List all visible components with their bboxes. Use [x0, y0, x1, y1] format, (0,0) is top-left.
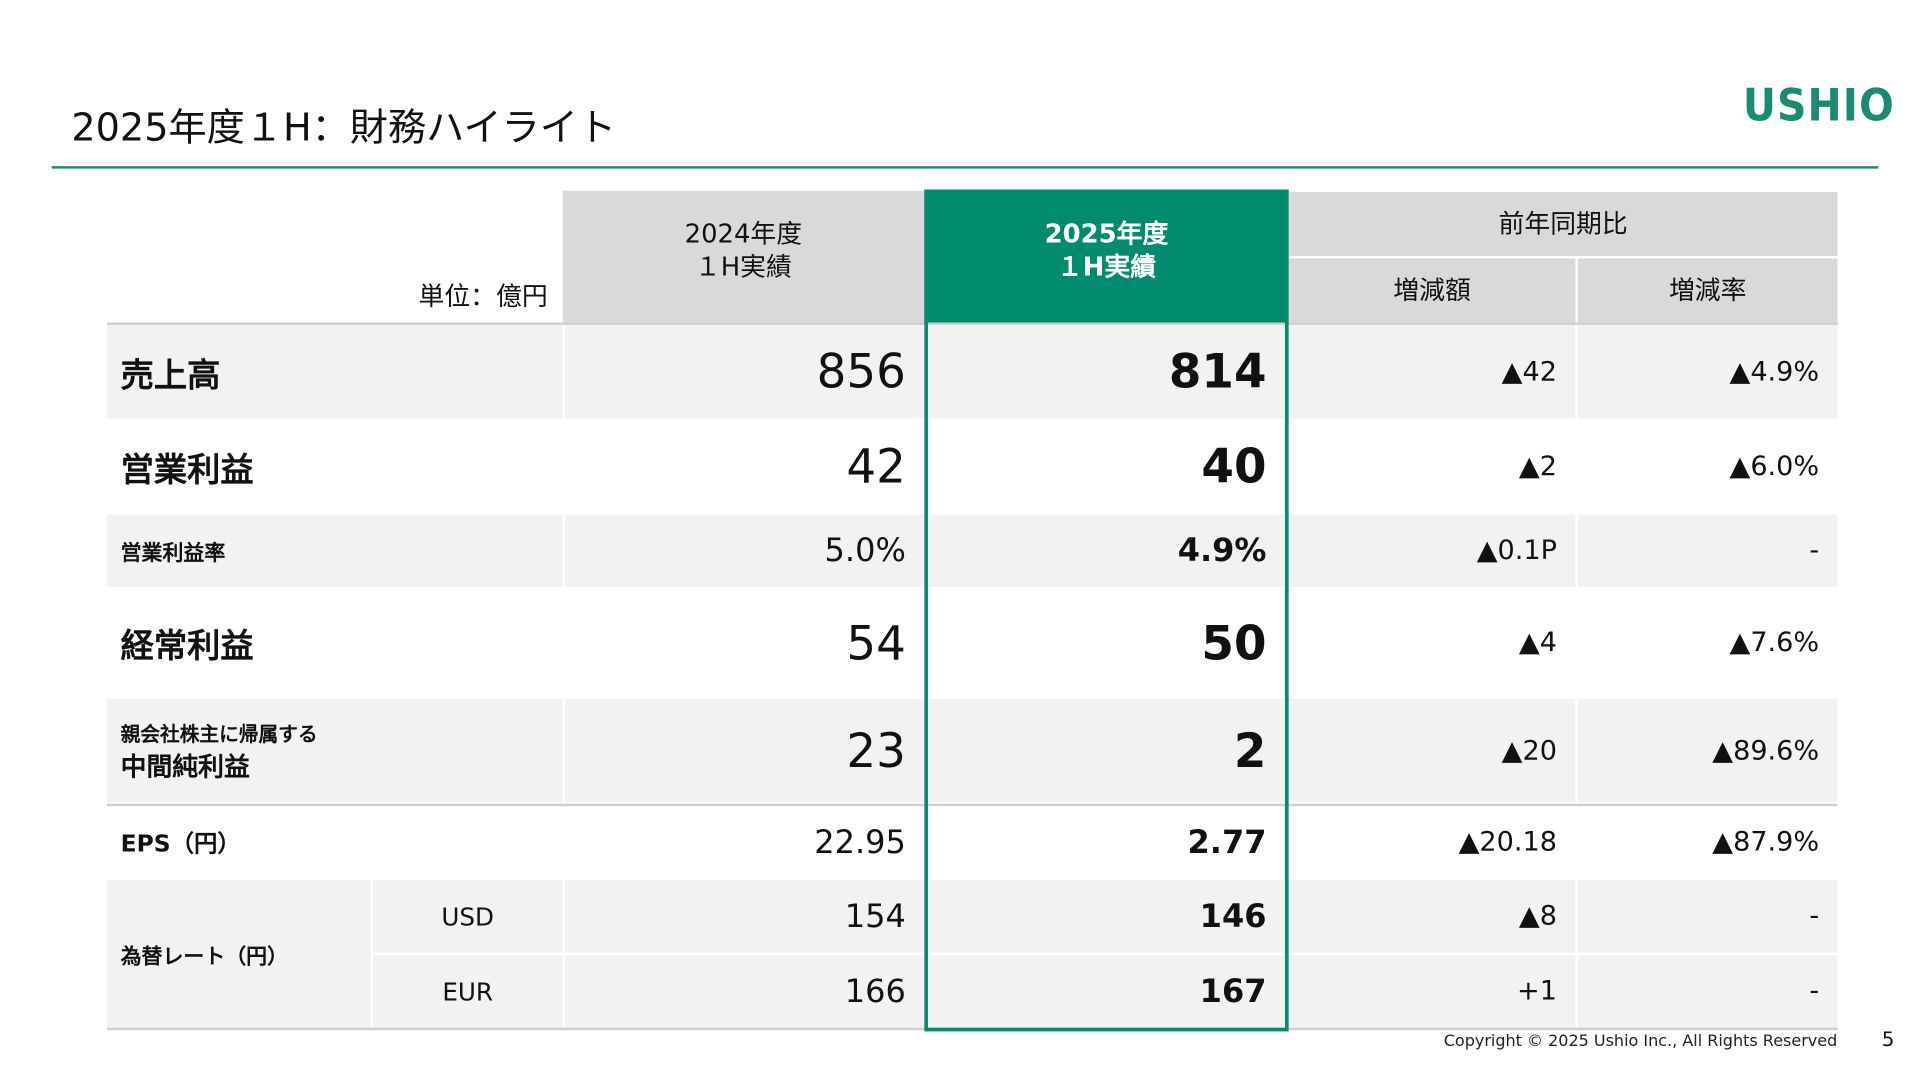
header-curr: 2025年度 １H実績 — [924, 189, 1289, 324]
value-prev: 23 — [564, 699, 925, 803]
row-label-main: 中間純利益 — [120, 752, 250, 782]
value-prev: 22.95 — [814, 824, 906, 861]
value-rate: - — [1577, 880, 1838, 953]
fx-label: 為替レート（円） — [107, 880, 371, 1028]
value-prev: 856 — [564, 324, 925, 419]
fx-currency: EUR — [372, 955, 563, 1028]
value-diff: ▲20.18 — [1458, 827, 1557, 858]
row-label: 経常利益 — [120, 627, 254, 666]
row-label-sub: 親会社株主に帰属する — [120, 722, 318, 746]
value-curr: 146 — [928, 880, 1285, 953]
page-title: 2025年度１H：財務ハイライト — [71, 105, 617, 151]
copyright: Copyright © 2025 Ushio Inc., All Rights … — [1443, 1032, 1838, 1052]
row-label: 営業利益率 — [107, 514, 563, 588]
value-curr: 4.9% — [928, 514, 1285, 588]
row-label: 営業利益 — [120, 451, 254, 490]
value-prev: 54 — [846, 616, 906, 671]
value-rate: ▲89.6% — [1577, 699, 1838, 803]
value-curr: 814 — [928, 324, 1285, 419]
value-prev: 166 — [564, 955, 925, 1028]
value-rate: - — [1577, 955, 1838, 1028]
value-diff: ▲0.1P — [1288, 514, 1576, 588]
header-rate: 増減率 — [1577, 258, 1838, 324]
value-diff: ▲8 — [1288, 880, 1576, 953]
title-divider — [51, 166, 1879, 169]
value-curr: 2.77 — [1187, 824, 1267, 861]
value-curr: 2 — [928, 699, 1285, 803]
header-border — [107, 322, 1838, 325]
value-diff: ▲42 — [1288, 324, 1576, 419]
value-prev: 42 — [846, 439, 906, 494]
value-curr: 50 — [1201, 616, 1267, 671]
value-rate: - — [1577, 514, 1838, 588]
header-prev: 2024年度 １H実績 — [562, 190, 925, 324]
value-curr: 167 — [928, 955, 1285, 1028]
row-label: 親会社株主に帰属する中間純利益 — [107, 699, 563, 803]
value-diff: ▲4 — [1518, 627, 1557, 659]
row-border — [107, 803, 1838, 807]
value-diff: +1 — [1288, 955, 1576, 1028]
value-prev: 154 — [564, 880, 925, 953]
value-rate: ▲87.9% — [1712, 827, 1820, 858]
header-yoy: 前年同期比 — [1288, 192, 1838, 257]
row-label: EPS（円） — [120, 830, 241, 858]
value-rate: ▲7.6% — [1729, 627, 1820, 659]
unit-label: 単位：億円 — [418, 281, 548, 312]
table-bottom-border — [107, 1027, 1838, 1031]
header-diff: 増減額 — [1288, 258, 1576, 324]
value-curr: 40 — [1201, 439, 1267, 494]
value-diff: ▲20 — [1288, 699, 1576, 803]
value-rate: ▲6.0% — [1729, 451, 1820, 482]
fx-currency: USD — [372, 880, 563, 953]
value-rate: ▲4.9% — [1577, 324, 1838, 419]
row-label: 売上高 — [107, 324, 563, 419]
value-prev: 5.0% — [564, 514, 925, 588]
page-number: 5 — [1881, 1027, 1895, 1052]
value-diff: ▲2 — [1518, 451, 1557, 482]
ushio-logo: USHIO — [1742, 81, 1895, 132]
